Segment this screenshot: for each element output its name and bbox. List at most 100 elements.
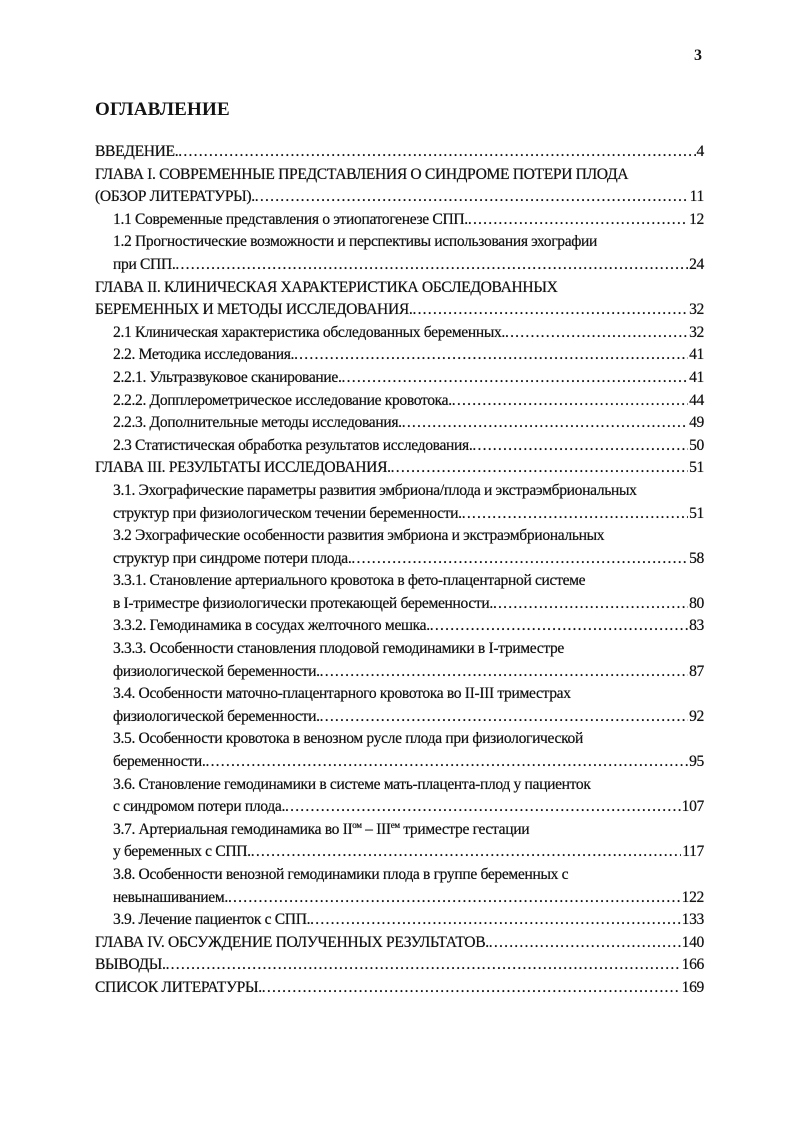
toc-page-number: 51 (689, 459, 704, 477)
toc-entry-text: структур при физиологическом течении бер… (113, 504, 462, 522)
toc-entry[interactable]: 2.1 Клиническая характеристика обследова… (95, 322, 704, 345)
toc-entry-text: ГЛАВА IV. ОБСУЖДЕНИЕ ПОЛУЧЕННЫХ РЕЗУЛЬТА… (95, 933, 489, 951)
toc-entry[interactable]: 3.7. Артериальная гемодинамика во IIом –… (95, 819, 704, 864)
toc-entry-line: физиологической беременности. 87 (95, 661, 704, 684)
toc-entry[interactable]: ГЛАВА IV. ОБСУЖДЕНИЕ ПОЛУЧЕННЫХ РЕЗУЛЬТА… (95, 932, 704, 955)
toc-entry-text: 1.2 Прогностические возможности и перспе… (113, 233, 598, 251)
toc-entry-text: 3.2 Эхографические особенности развития … (113, 527, 605, 545)
toc-entry[interactable]: 3.5. Особенности кровотока в венозном ру… (95, 728, 704, 773)
toc-entry[interactable]: 1.2 Прогностические возможности и перспе… (95, 231, 704, 276)
toc-entry[interactable]: 2.2. Методика исследования. 41 (95, 344, 704, 367)
toc-entry[interactable]: 3.6. Становление гемодинамики в системе … (95, 774, 704, 819)
toc-entry[interactable]: 2.2.1. Ультразвуковое сканирование. 41 (95, 367, 704, 390)
toc-entry-line: 2.2.1. Ультразвуковое сканирование. 41 (95, 367, 704, 390)
toc-entry-line: структур при физиологическом течении бер… (95, 503, 704, 526)
toc-entry-text: 3.1. Эхографические параметры развития э… (113, 481, 637, 499)
toc-entry-text: структур при синдроме потери плода. (113, 549, 352, 567)
toc-entry-line: 3.6. Становление гемодинамики в системе … (95, 774, 704, 797)
toc-entry-line: ГЛАВА I. СОВРЕМЕННЫЕ ПРЕДСТАВЛЕНИЯ О СИН… (95, 164, 704, 187)
dot-leader (205, 751, 688, 774)
toc-entry-line: 3.2 Эхографические особенности развития … (95, 525, 704, 548)
toc-entry[interactable]: ГЛАВА I. СОВРЕМЕННЫЕ ПРЕДСТАВЛЕНИЯ О СИН… (95, 164, 704, 209)
toc-page-number: 122 (681, 888, 705, 906)
toc-page-number: 41 (689, 368, 704, 386)
toc-entry-line: невынашиванием. 122 (95, 887, 704, 910)
toc-entry[interactable]: ВЫВОДЫ. 166 (95, 954, 704, 977)
superscript: ом (352, 819, 362, 830)
dot-leader (412, 299, 688, 322)
toc-entry[interactable]: 3.3.3. Особенности становления плодовой … (95, 638, 704, 683)
toc-entry-text: с синдромом потери плода. (113, 798, 285, 816)
toc-entry-text: 2.2.1. Ультразвуковое сканирование. (113, 368, 342, 386)
toc-page-number: 4 (696, 143, 705, 160)
toc-page-number: 12 (689, 210, 704, 228)
dot-leader (320, 706, 688, 729)
toc-page-number: 95 (689, 753, 704, 771)
dot-leader (493, 593, 688, 616)
toc-entry[interactable]: ГЛАВА II. КЛИНИЧЕСКАЯ ХАРАКТЕРИСТИКА ОБС… (95, 277, 704, 322)
toc-entry[interactable]: СПИСОК ЛИТЕРАТУРЫ. 169 (95, 977, 704, 1000)
toc-entry-line: структур при синдроме потери плода. 58 (95, 548, 704, 571)
toc-entry[interactable]: 3.8. Особенности венозной гемодинамики п… (95, 864, 704, 909)
toc-entry-text: невынашиванием. (113, 888, 228, 906)
toc-entry-text: 1.1 Современные представления о этиопато… (113, 210, 468, 228)
toc-entry-line: ВЫВОДЫ. 166 (95, 954, 704, 977)
toc-entry-text: при СПП. (113, 255, 176, 273)
text-segment: 3.7. Артериальная гемодинамика во II (113, 820, 353, 838)
toc-entry-text: СПИСОК ЛИТЕРАТУРЫ. (95, 978, 262, 996)
toc-entry[interactable]: ВВЕДЕНИЕ. 4 (95, 141, 704, 164)
toc-entry-line: 3.7. Артериальная гемодинамика во IIом –… (95, 819, 704, 842)
toc-entry[interactable]: 2.2.2. Допплерометрическое исследование … (95, 390, 704, 413)
toc-entry-text: 2.2.3. Дополнительные методы исследовани… (113, 414, 402, 432)
toc-entry[interactable]: 3.4. Особенности маточно-плацентарного к… (95, 683, 704, 728)
toc-entry-line: (ОБЗОР ЛИТЕРАТУРЫ). 11 (95, 186, 704, 209)
page-number: 3 (694, 47, 702, 64)
dot-leader (402, 412, 688, 435)
toc-entry-line: ГЛАВА II. КЛИНИЧЕСКАЯ ХАРАКТЕРИСТИКА ОБС… (95, 277, 704, 300)
toc-entry-text: 2.2.2. Допплерометрическое исследование … (113, 391, 452, 409)
toc-entry-text: 3.3.3. Особенности становления плодовой … (113, 640, 565, 658)
toc-entry-line: ВВЕДЕНИЕ. 4 (95, 141, 704, 164)
toc-entry[interactable]: ГЛАВА III. РЕЗУЛЬТАТЫ ИССЛЕДОВАНИЯ. 51 (95, 457, 704, 480)
toc-entry[interactable]: 3.2 Эхографические особенности развития … (95, 525, 704, 570)
toc-page-number: 166 (681, 956, 705, 974)
toc-page-number: 117 (682, 843, 704, 861)
toc-entry-line: БЕРЕМЕННЫХ И МЕТОДЫ ИССЛЕДОВАНИЯ. 32 (95, 299, 704, 322)
toc-page-number: 32 (689, 301, 704, 319)
toc-entry[interactable]: 3.3.1. Становление артериального кровото… (95, 570, 704, 615)
toc-entry-line: в I-триместре физиологически протекающей… (95, 593, 704, 616)
toc-entry-line: при СПП. 24 (95, 254, 704, 277)
toc-entry[interactable]: 3.9. Лечение пациенток с СПП. 133 (95, 909, 704, 932)
toc-entry-line: 3.3.2. Гемодинамика в сосудах желточного… (95, 615, 704, 638)
toc-entry-line: ГЛАВА III. РЕЗУЛЬТАТЫ ИССЛЕДОВАНИЯ. 51 (95, 457, 704, 480)
dot-leader (430, 615, 688, 638)
dot-leader (342, 367, 689, 390)
toc-entry[interactable]: 3.3.2. Гемодинамика в сосудах желточного… (95, 615, 704, 638)
toc-entry-text: ГЛАВА III. РЕЗУЛЬТАТЫ ИССЛЕДОВАНИЯ. (95, 459, 391, 477)
toc-entry[interactable]: 1.1 Современные представления о этиопато… (95, 209, 704, 232)
toc-entry-line: 2.2. Методика исследования. 41 (95, 344, 704, 367)
toc-entry[interactable]: 2.2.3. Дополнительные методы исследовани… (95, 412, 704, 435)
toc-entry-text: 3.8. Особенности венозной гемодинамики п… (113, 866, 569, 883)
toc-entry-text: (ОБЗОР ЛИТЕРАТУРЫ). (95, 188, 255, 206)
toc-entry-text: 2.1 Клиническая характеристика обследова… (113, 323, 505, 341)
superscript: ем (390, 819, 400, 830)
toc-entry[interactable]: 3.1. Эхографические параметры развития э… (95, 480, 704, 525)
toc-entry-text: у беременных с СПП. (113, 843, 251, 861)
dot-leader (251, 841, 682, 864)
toc-entry-text: 2.2. Методика исследования. (113, 346, 295, 364)
toc-entry-line: ГЛАВА IV. ОБСУЖДЕНИЕ ПОЛУЧЕННЫХ РЕЗУЛЬТА… (95, 932, 704, 955)
dot-leader (310, 909, 680, 932)
toc-entry-text: ГЛАВА I. СОВРЕМЕННЫЕ ПРЕДСТАВЛЕНИЯ О СИН… (95, 165, 629, 183)
dot-leader (262, 977, 681, 1000)
toc-entry-text: 3.4. Особенности маточно-плацентарного к… (113, 685, 571, 703)
toc-entry[interactable]: 2.3 Статистическая обработка результатов… (95, 435, 704, 458)
toc-entry-line: 3.4. Особенности маточно-плацентарного к… (95, 683, 704, 706)
toc-entry-text: 3.5. Особенности кровотока в венозном ру… (113, 730, 583, 748)
toc-page-number: 80 (689, 594, 704, 612)
toc-page-number: 140 (681, 933, 705, 951)
toc-entry-line: 2.2.2. Допплерометрическое исследование … (95, 390, 704, 413)
text-segment: триместре гестации (399, 820, 530, 838)
toc-page-number: 58 (689, 549, 704, 567)
dot-leader (255, 186, 689, 209)
